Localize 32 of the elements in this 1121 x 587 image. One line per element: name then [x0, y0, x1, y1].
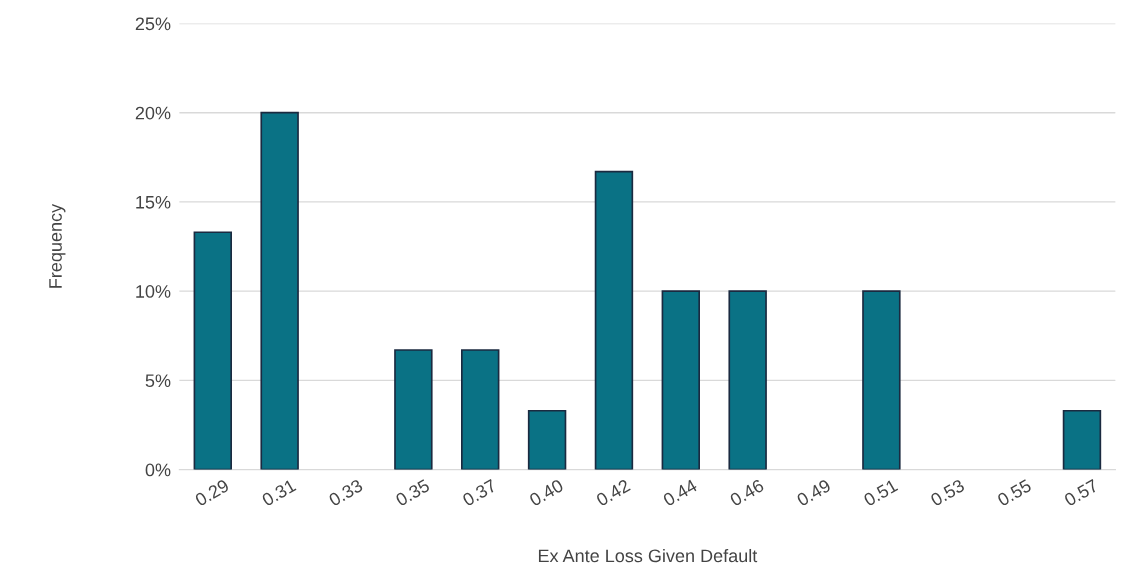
bar: [394, 349, 433, 470]
x-tick-label: 0.49: [795, 478, 832, 507]
bar: [527, 409, 567, 470]
x-tick-label: 0.42: [595, 478, 631, 507]
bar: [661, 290, 701, 470]
bar: [260, 111, 299, 470]
x-tick-label: 0.53: [929, 478, 966, 507]
x-tick-label: 0.33: [327, 478, 364, 507]
x-tick-label: 0.31: [261, 478, 297, 507]
bar: [862, 290, 901, 470]
y-axis-title: Frequency: [49, 203, 66, 288]
x-axis-title: Ex Ante Loss Given Default: [538, 548, 758, 563]
x-tick-label: 0.35: [394, 478, 431, 507]
x-tick-label: 0.51: [862, 478, 899, 507]
x-tick-label: 0.55: [996, 478, 1033, 507]
y-tick-label: 15%: [136, 195, 171, 209]
y-tick-label: 20%: [135, 106, 171, 120]
y-tick-label: 10%: [136, 285, 171, 298]
bar: [594, 170, 634, 470]
x-tick-label: 0.46: [729, 478, 765, 507]
x-tick-label: 0.40: [528, 478, 565, 507]
y-tick-label: 25%: [135, 17, 171, 31]
bar: [1062, 409, 1102, 470]
x-tick-label: 0.57: [1063, 478, 1099, 507]
x-tick-label: 0.37: [461, 478, 498, 507]
x-tick-label: 0.29: [194, 478, 230, 507]
bar: [461, 349, 500, 470]
y-tick-label: 5%: [145, 374, 171, 388]
x-tick-label: 0.44: [662, 478, 698, 507]
bar: [728, 290, 767, 470]
bar: [193, 231, 233, 470]
y-tick-label: 0%: [145, 463, 171, 477]
